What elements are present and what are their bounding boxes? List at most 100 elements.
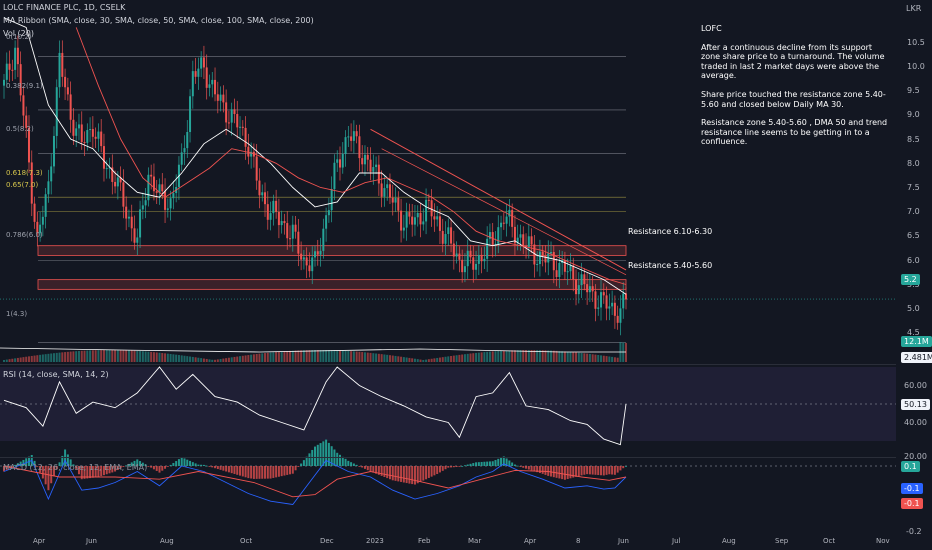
volume-bar (544, 350, 547, 362)
volume-bar (419, 359, 422, 362)
macd-hist-bar (477, 462, 480, 466)
price-tick: 7.0 (907, 207, 920, 216)
volume-bar (244, 355, 247, 362)
candle-body (372, 167, 375, 172)
volume-bar (422, 359, 425, 362)
month-label: 8 (576, 537, 581, 545)
macd-hist-bar (233, 466, 236, 474)
macd-hist-bar (594, 466, 597, 475)
volume-bar (30, 355, 33, 362)
rsi-tick: 40.00 (904, 418, 927, 427)
macd-hist-bar (436, 466, 439, 475)
candle-body (536, 264, 539, 266)
volume-bar (58, 352, 61, 362)
note-paragraph-3: Resistance zone 5.40-5.60 , DMA 50 and t… (701, 118, 888, 147)
volume-bar (202, 358, 205, 362)
rsi-legend[interactable]: RSI (14, close, SMA, 14, 2) (3, 370, 109, 379)
rsi-pane (0, 366, 896, 446)
macd-hist-bar (588, 466, 591, 475)
candle-body (405, 212, 408, 228)
candle-body (413, 217, 416, 225)
month-label: Jun (86, 537, 97, 545)
macd-hist-bar (200, 464, 203, 466)
candle-body (336, 159, 339, 163)
macd-hist-bar (255, 466, 258, 479)
month-label: Apr (33, 537, 46, 545)
volume-bar (366, 352, 369, 362)
ma-ribbon-legend[interactable]: MA Ribbon (SMA, close, 30, SMA, close, 5… (3, 16, 314, 25)
volume-bar (466, 353, 469, 362)
candle-body (322, 228, 325, 251)
candle-body (608, 306, 611, 309)
macd-hist-bar (208, 466, 211, 467)
macd-hist-bar (194, 463, 197, 466)
candle-body (189, 96, 192, 133)
volume-bar (469, 353, 472, 362)
candle-body (352, 131, 355, 141)
candle-body (530, 236, 533, 245)
volume-bar (558, 351, 561, 362)
macd-legend[interactable]: MACD (12, 26, close, 12, EMA, EMA) (3, 463, 148, 472)
macd-hist-bar (408, 466, 411, 484)
volume-bar (530, 350, 533, 362)
volume-bar (64, 352, 67, 362)
macd-hist-bar (550, 466, 553, 477)
volume-bar (586, 353, 589, 362)
candle-body (66, 87, 69, 95)
volume-bar (405, 357, 408, 362)
candle-body (89, 129, 92, 131)
candle-body (338, 159, 341, 168)
macd-hist-bar (350, 462, 353, 466)
macd-hist-bar (214, 466, 217, 469)
candle-body (494, 243, 497, 246)
volume-bar (236, 356, 239, 362)
axes (0, 364, 896, 458)
candle-body (133, 228, 136, 243)
macd-hist-bar (127, 463, 130, 466)
volume-bar (122, 350, 125, 362)
candle-body (447, 227, 450, 235)
volume-bar (114, 350, 117, 362)
macd-hist-bar (216, 466, 219, 470)
candle-body (416, 212, 419, 218)
macd-hist-bar (347, 460, 350, 466)
volume-bar (97, 350, 100, 362)
macd-hist-bar (297, 466, 300, 467)
pane-divider (0, 457, 896, 458)
volume-legend[interactable]: Vol (20) (3, 29, 34, 38)
candle-body (236, 114, 239, 128)
volume-bar (450, 355, 453, 362)
volume-bar (402, 357, 405, 362)
macd-hist-bar (388, 466, 391, 480)
macd-hist-bar (252, 466, 255, 479)
volume-bar (344, 350, 347, 362)
macd-hist-bar (286, 466, 289, 475)
macd-hist-bar (325, 439, 328, 466)
volume-bar (66, 351, 69, 362)
month-label: Oct (240, 537, 253, 545)
macd-hist-bar (172, 462, 175, 466)
volume-bar (458, 354, 461, 362)
volume-bar (372, 353, 375, 362)
macd-hist-bar (519, 466, 522, 467)
month-label: Aug (722, 537, 736, 545)
macd-hist-bar (241, 466, 244, 477)
macd-hist-bar (391, 466, 394, 481)
symbol-title[interactable]: LOLC FINANCE PLC, 1D, CSELK (3, 3, 126, 12)
macd-hist-bar (341, 456, 344, 466)
macd-hist-bar (166, 466, 169, 467)
volume-bar (538, 350, 541, 362)
macd-hist-bar (66, 454, 69, 466)
volume-bar (80, 350, 83, 362)
volume-bar (438, 357, 441, 362)
candle-body (302, 257, 305, 260)
macd-hist-bar (94, 466, 97, 478)
candle-body (519, 234, 522, 238)
candle-body (216, 94, 219, 101)
macd-hist-bar (625, 466, 627, 467)
macd-hist-bar (147, 466, 150, 467)
macd-hist-bar (83, 466, 86, 479)
macd-hist-bar (277, 466, 280, 477)
rsi-line (3, 366, 627, 446)
